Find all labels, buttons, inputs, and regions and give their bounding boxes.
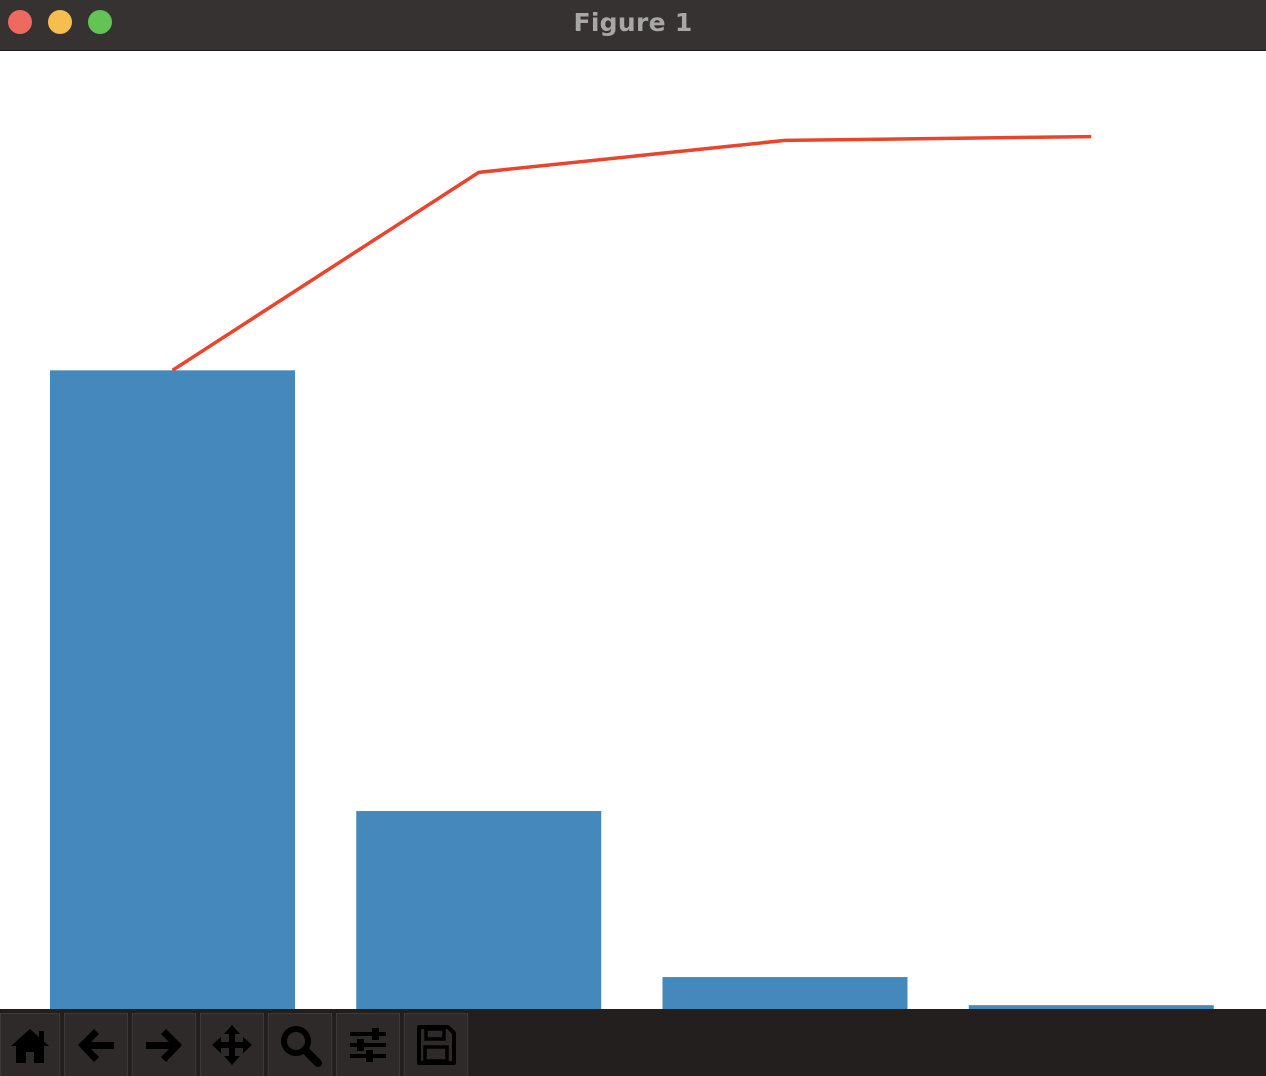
home-icon <box>11 1029 49 1063</box>
bar-4 <box>968 1005 1214 1009</box>
save-button[interactable] <box>404 1013 468 1076</box>
back-button[interactable] <box>64 1013 128 1076</box>
window-titlebar: Figure 1 <box>0 0 1266 51</box>
navigation-toolbar <box>0 1009 1266 1076</box>
chart-canvas <box>50 134 1214 1009</box>
sliders-icon <box>350 1028 386 1062</box>
zoom-button[interactable] <box>268 1013 332 1076</box>
cumulative-line <box>171 134 1092 372</box>
arrow-right-icon <box>146 1029 182 1062</box>
bar-1 <box>50 370 295 1009</box>
arrow-left-icon <box>78 1029 114 1062</box>
forward-button[interactable] <box>132 1013 196 1076</box>
configure-subplots-button[interactable] <box>336 1013 400 1076</box>
floppy-disk-icon <box>417 1025 456 1065</box>
pan-button[interactable] <box>200 1013 264 1076</box>
maximize-window-button[interactable] <box>88 10 112 34</box>
close-window-button[interactable] <box>8 10 32 34</box>
magnifier-icon <box>281 1026 322 1067</box>
bar-3 <box>662 977 908 1009</box>
minimize-window-button[interactable] <box>48 10 72 34</box>
bar-2 <box>356 811 602 1009</box>
window-title: Figure 1 <box>573 8 693 37</box>
bar-series <box>50 370 1214 1009</box>
home-button[interactable] <box>0 1013 60 1076</box>
move-icon <box>212 1025 252 1065</box>
